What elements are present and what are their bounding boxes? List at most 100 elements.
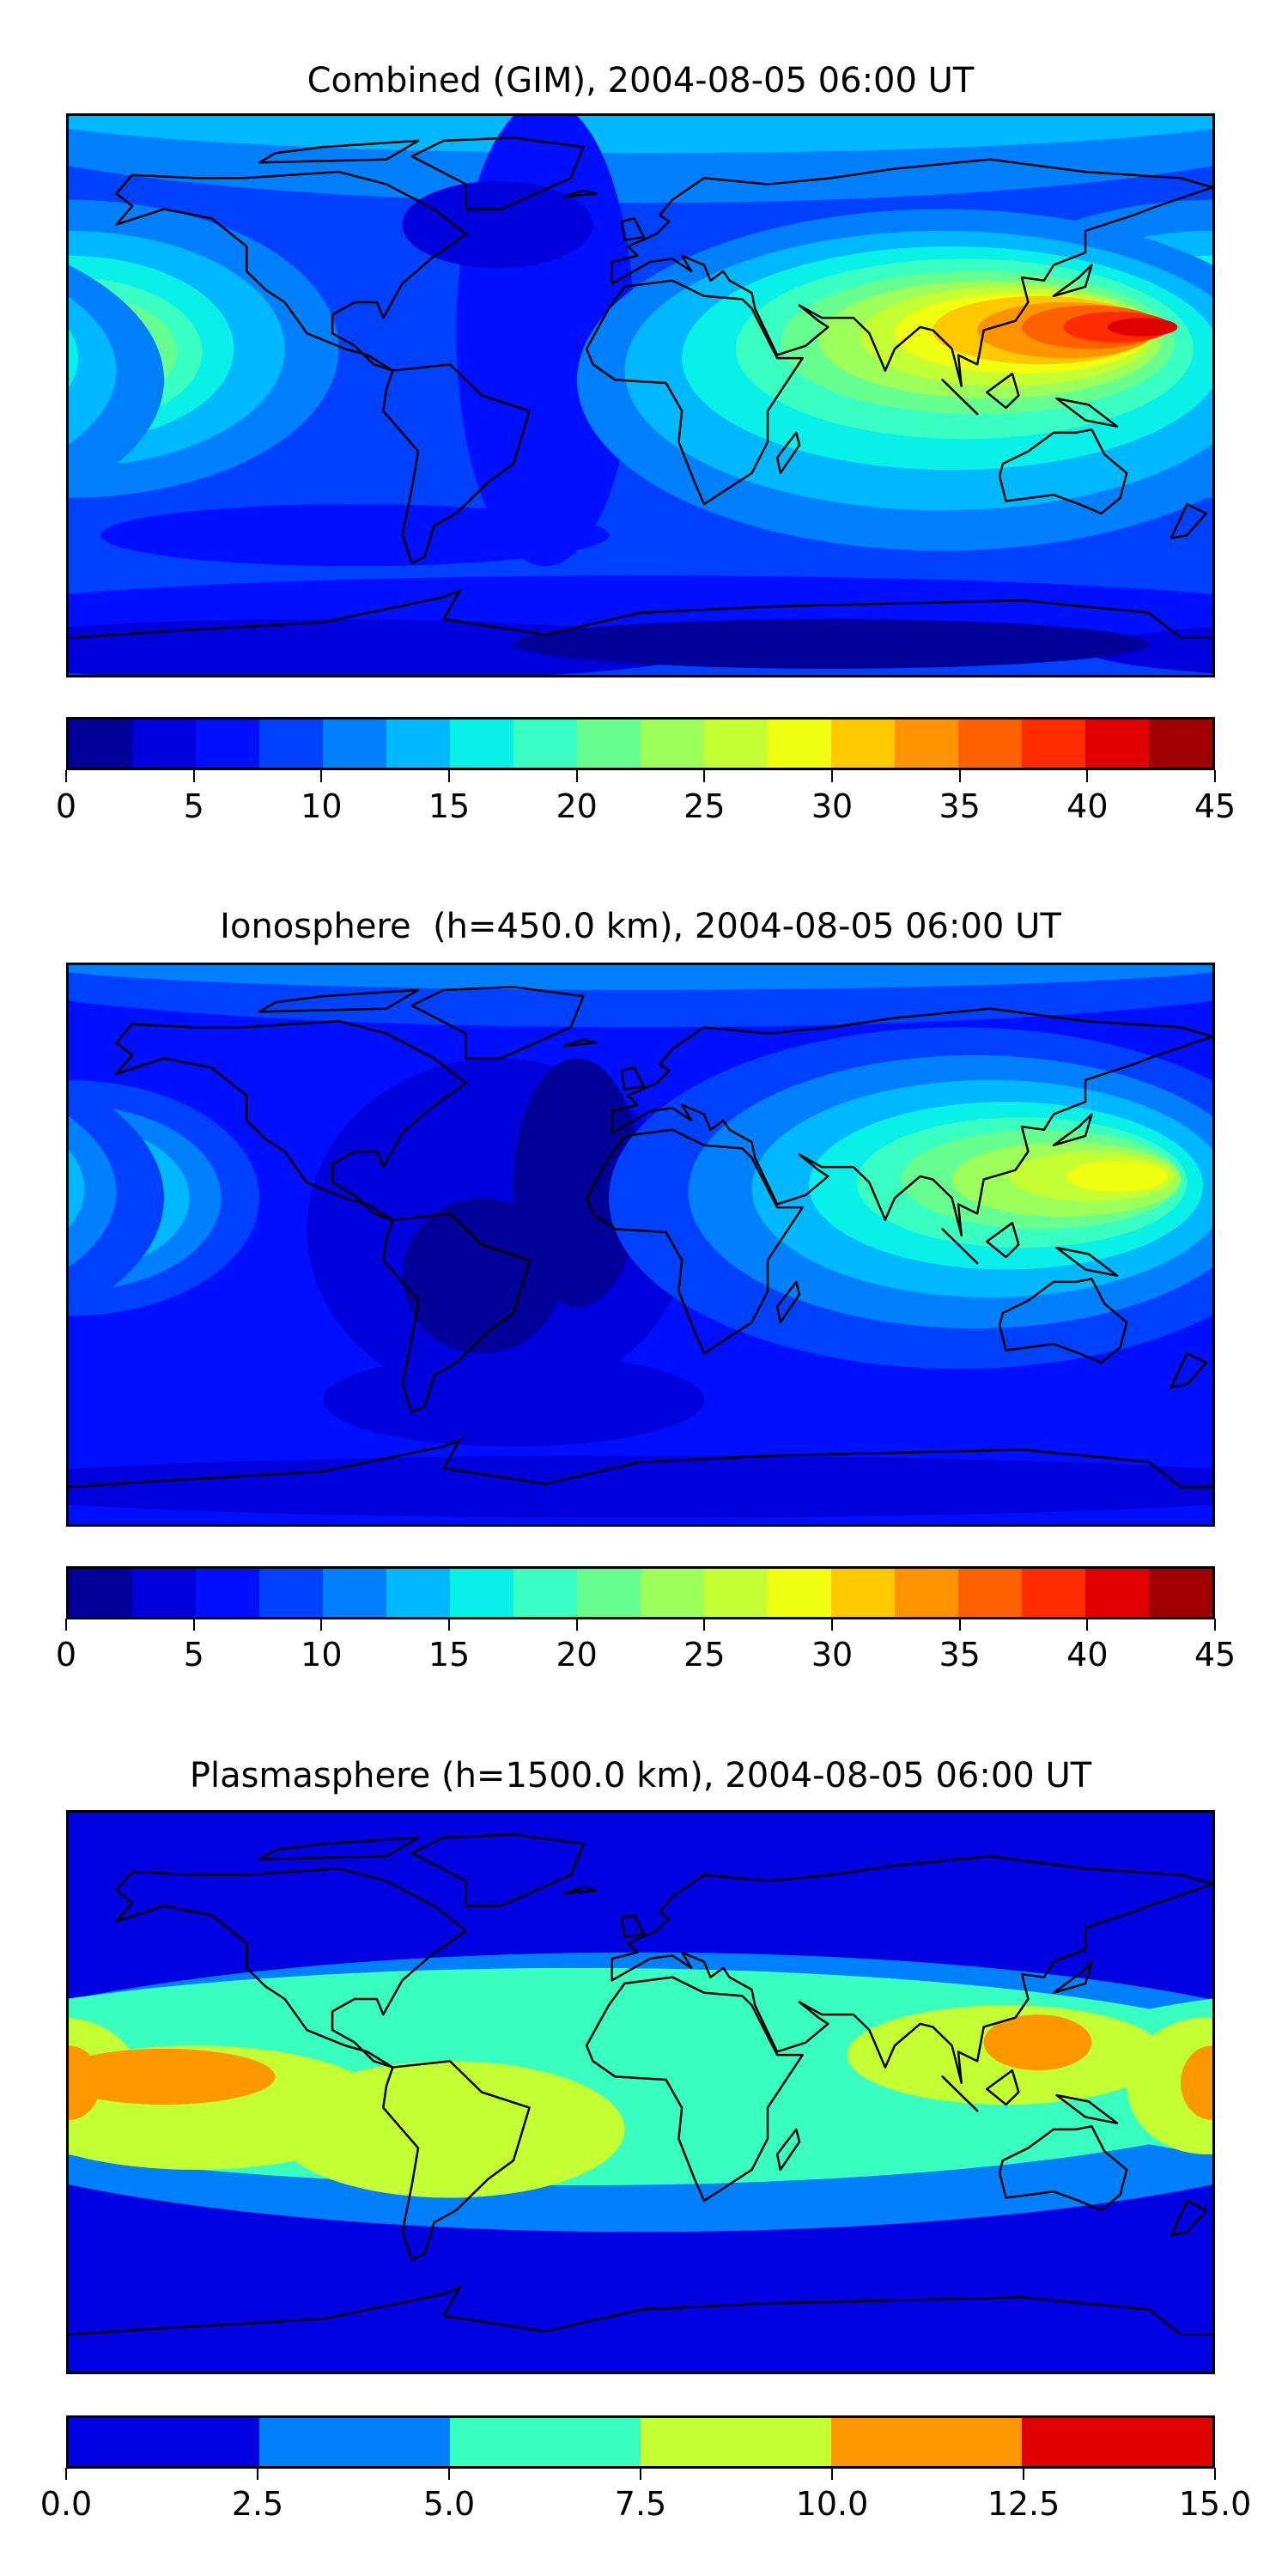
colorbar-tick-label: 25 xyxy=(683,1636,726,1674)
colorbar-segment xyxy=(323,720,386,768)
contour-region xyxy=(513,618,1149,669)
colorbar-tick-label: 40 xyxy=(1066,1636,1109,1674)
contour-region xyxy=(69,2048,276,2105)
coastline xyxy=(259,1838,418,1859)
coastline xyxy=(777,1282,799,1322)
colorbar-tick-mark xyxy=(1086,1619,1089,1631)
colorbar-tick-label: 20 xyxy=(556,1636,598,1674)
colorbar-segment xyxy=(69,720,132,768)
colorbar-tick-mark xyxy=(65,770,67,782)
colorbar-ticks: 0 5 10 15 20 25 30 35 40 45 xyxy=(56,1619,1236,1687)
map-axes xyxy=(66,1810,1215,2374)
colorbar-segment xyxy=(1022,1569,1085,1617)
coastline xyxy=(259,141,418,162)
coastline xyxy=(586,281,803,504)
coastline xyxy=(1057,1248,1117,1276)
colorbar-tick-label: 7.5 xyxy=(614,2485,667,2523)
coastline xyxy=(1171,504,1206,538)
colorbar-tick-label: 0 xyxy=(55,1636,77,1674)
coastline xyxy=(622,1915,644,1936)
colorbar-tick-mark xyxy=(575,770,578,782)
coastline xyxy=(1054,1962,1091,1993)
tec-map xyxy=(69,965,1212,1524)
colorbar-tick-mark xyxy=(575,1619,578,1631)
colorbar-segment xyxy=(1085,1569,1149,1617)
colorbar-segment xyxy=(895,1569,958,1617)
colorbar-tick-mark xyxy=(448,1619,450,1631)
colorbar-tick-mark xyxy=(192,1619,195,1631)
colorbar-segment xyxy=(958,1569,1022,1617)
colorbar-tick-mark xyxy=(1086,770,1089,782)
coastline xyxy=(612,160,1212,386)
contour-region xyxy=(983,2014,1092,2071)
colorbar-tick-mark xyxy=(257,2468,258,2480)
colorbar-tick-label: 0.0 xyxy=(39,2485,93,2523)
coastline xyxy=(117,1868,466,2067)
colorbar-tick-label: 45 xyxy=(1194,787,1236,825)
coastline xyxy=(1057,2095,1117,2123)
colorbar-segment xyxy=(577,720,641,768)
colorbar-segment xyxy=(641,1569,704,1617)
colorbar-tick-label: 45 xyxy=(1194,1636,1236,1674)
colorbar-tick-mark xyxy=(703,770,706,782)
colorbar-tick-label: 30 xyxy=(811,787,854,825)
colorbar-segment xyxy=(450,720,513,768)
coastline xyxy=(412,137,584,209)
colorbar-segment xyxy=(69,2418,259,2466)
coastline xyxy=(622,1067,644,1089)
coastline xyxy=(117,172,466,370)
coastline xyxy=(564,191,596,197)
coastline xyxy=(1054,1115,1091,1145)
colorbar xyxy=(66,2415,1215,2469)
colorbar-segment xyxy=(831,2418,1022,2466)
coastline xyxy=(1171,1353,1206,1388)
colorbar-segment xyxy=(704,1569,768,1617)
coastline xyxy=(999,2126,1127,2210)
colorbar-tick-label: 15.0 xyxy=(1178,2485,1252,2523)
colorbar-segment xyxy=(1149,1569,1212,1617)
coastline xyxy=(987,2070,1018,2105)
colorbar-segment xyxy=(704,720,768,768)
colorbar-segment xyxy=(768,1569,831,1617)
coastline xyxy=(1057,398,1117,427)
coastline xyxy=(412,1834,584,1905)
colorbar-segment xyxy=(450,1569,513,1617)
colorbar-tick-label: 0 xyxy=(55,787,77,825)
colorbar xyxy=(66,717,1215,770)
colorbar-tick-mark xyxy=(1214,1619,1216,1631)
contour-region xyxy=(1066,1160,1169,1193)
contour-region xyxy=(402,1198,562,1354)
colorbar-tick-label: 2.5 xyxy=(231,2485,284,2523)
colorbar-segment xyxy=(323,1569,386,1617)
contour-region xyxy=(1181,2045,1212,2121)
colorbar-tick-label: 5.0 xyxy=(422,2485,476,2523)
colorbar-segment xyxy=(577,1569,641,1617)
colorbar-tick-mark xyxy=(65,1619,67,1631)
coastline xyxy=(564,1040,596,1046)
colorbar-segment xyxy=(386,1569,450,1617)
colorbar-ticks: 0.0 2.5 5.0 7.5 10.0 12.5 15.0 xyxy=(40,2468,1251,2537)
colorbar-tick-mark xyxy=(1023,2468,1024,2480)
contour-region xyxy=(1085,1468,1212,1505)
coastline xyxy=(612,1856,1212,2083)
coastline xyxy=(987,374,1018,408)
colorbar-tick-label: 20 xyxy=(556,787,598,825)
colorbar-tick-mark xyxy=(958,1619,961,1631)
contour-region xyxy=(69,2045,100,2121)
colorbar-tick-mark xyxy=(1214,770,1216,782)
colorbar-segment xyxy=(1149,720,1212,768)
coastline xyxy=(612,1009,1212,1236)
colorbar-tick-mark xyxy=(448,770,450,782)
colorbar-segment xyxy=(259,720,323,768)
colorbar-tick-mark xyxy=(831,770,833,782)
coastline xyxy=(1054,265,1091,296)
contour-region xyxy=(323,1353,704,1447)
coastline xyxy=(999,429,1127,513)
coastline xyxy=(383,364,529,562)
colorbar-tick-mark xyxy=(703,1619,706,1631)
colorbar-tick-mark xyxy=(192,770,195,782)
colorbar-tick-label: 40 xyxy=(1066,787,1109,825)
colorbar-tick-mark xyxy=(1214,2468,1216,2480)
colorbar-segment xyxy=(831,1569,895,1617)
contour-region xyxy=(100,504,609,567)
